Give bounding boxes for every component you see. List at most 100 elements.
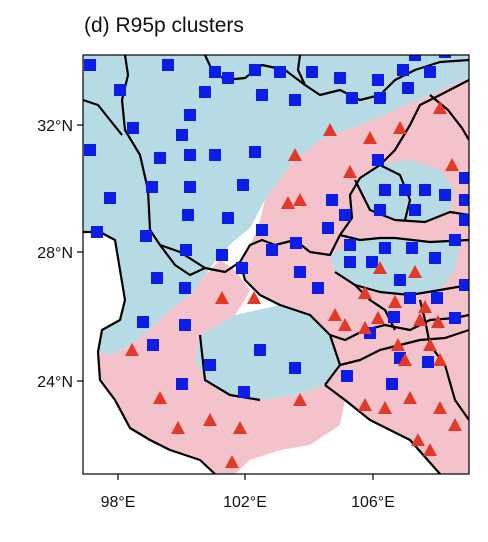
station-triangle-marker (358, 286, 372, 299)
station-square-marker (162, 59, 174, 71)
station-square-marker (366, 256, 378, 268)
station-square-marker (344, 239, 356, 251)
station-square-marker (374, 204, 386, 216)
station-square-marker (439, 189, 451, 201)
station-square-marker (249, 146, 261, 158)
station-triangle-marker (388, 295, 402, 308)
station-square-marker (341, 370, 353, 382)
lat-axis: 32°N 28°N 24°N (37, 118, 83, 391)
station-square-marker (419, 184, 431, 196)
station-square-marker (209, 66, 221, 78)
station-square-marker (179, 282, 191, 294)
station-square-marker (127, 122, 139, 134)
station-triangle-marker (445, 158, 459, 171)
station-triangle-marker (125, 343, 139, 356)
station-square-marker (140, 230, 152, 242)
station-square-marker (146, 181, 158, 193)
station-triangle-marker (363, 131, 377, 144)
station-square-marker (346, 92, 358, 104)
station-square-marker (402, 82, 414, 94)
station-triangle-marker (378, 401, 392, 414)
station-square-marker (289, 94, 301, 106)
station-square-marker (344, 256, 356, 268)
station-square-marker (222, 212, 234, 224)
station-triangle-marker (431, 315, 445, 328)
lat-label-32n: 32°N (37, 118, 73, 135)
station-triangle-marker (371, 311, 385, 324)
station-triangle-marker (328, 308, 342, 321)
station-square-marker (176, 378, 188, 390)
station-square-marker (256, 89, 268, 101)
station-square-marker (84, 144, 96, 156)
station-square-marker (409, 204, 421, 216)
station-square-marker (256, 224, 268, 236)
station-square-marker (431, 292, 443, 304)
station-triangle-marker (358, 398, 372, 411)
station-square-marker (439, 55, 451, 58)
station-square-marker (114, 84, 126, 96)
station-triangle-marker (393, 121, 407, 134)
station-square-marker (236, 262, 248, 274)
station-square-marker (290, 237, 302, 249)
station-square-marker (386, 378, 398, 390)
station-square-marker (459, 172, 469, 184)
station-square-marker (199, 86, 211, 98)
lon-label-106e: 106°E (351, 494, 395, 511)
station-square-marker (394, 274, 406, 286)
station-square-marker (372, 154, 384, 166)
station-triangle-marker (215, 291, 229, 304)
station-triangle-marker (411, 433, 425, 446)
station-triangle-marker (247, 291, 261, 304)
station-square-marker (254, 344, 266, 356)
station-square-marker (147, 339, 159, 351)
station-square-marker (179, 319, 191, 331)
station-square-marker (406, 242, 418, 254)
station-square-marker (404, 292, 416, 304)
station-triangle-marker (233, 421, 247, 434)
station-triangle-marker (153, 391, 167, 404)
station-triangle-marker (343, 165, 357, 178)
station-square-marker (459, 214, 469, 226)
map-title: (d) R95p clusters (84, 14, 244, 37)
station-triangle-marker (433, 353, 447, 366)
station-square-marker (379, 184, 391, 196)
station-square-marker (334, 72, 346, 84)
station-square-marker (429, 252, 441, 264)
lat-label-28n: 28°N (37, 245, 73, 262)
station-square-marker (204, 359, 216, 371)
station-square-marker (449, 312, 461, 324)
station-triangle-marker (391, 338, 405, 351)
lon-label-102e: 102°E (223, 494, 267, 511)
lon-label-98e: 98°E (101, 494, 136, 511)
station-square-marker (424, 66, 436, 78)
station-square-marker (184, 181, 196, 193)
station-triangle-marker (288, 148, 302, 161)
station-square-marker (222, 72, 234, 84)
map-frame (82, 54, 470, 475)
station-square-marker (397, 64, 409, 76)
outside-area (83, 232, 215, 474)
station-square-marker (154, 152, 166, 164)
station-square-marker (237, 179, 249, 191)
station-square-marker (137, 316, 149, 328)
station-square-marker (306, 66, 318, 78)
station-square-marker (91, 226, 103, 238)
station-triangle-marker (408, 265, 422, 278)
station-square-marker (266, 244, 278, 256)
station-triangle-marker (418, 300, 432, 313)
cluster-a-region (330, 238, 460, 295)
station-square-marker (182, 209, 194, 221)
station-square-marker (374, 92, 386, 104)
lon-axis: 98°E 102°E 106°E (101, 474, 395, 511)
station-triangle-marker (358, 321, 372, 334)
station-square-marker (459, 194, 469, 206)
station-square-marker (151, 272, 163, 284)
station-square-marker (409, 55, 421, 61)
station-triangle-marker (423, 338, 437, 351)
station-square-marker (274, 66, 286, 78)
station-square-marker (104, 192, 116, 204)
station-triangle-marker (423, 443, 437, 456)
station-square-marker (459, 279, 469, 291)
station-square-marker (422, 356, 434, 368)
station-square-marker (176, 129, 188, 141)
